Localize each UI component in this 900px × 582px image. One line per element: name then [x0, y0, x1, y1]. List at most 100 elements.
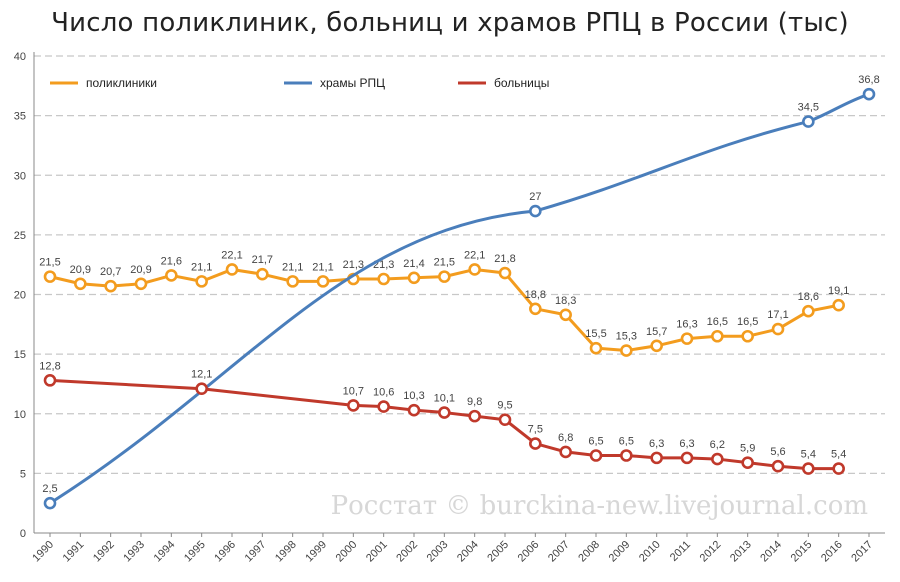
- data-label: 6,5: [619, 435, 634, 447]
- data-point: [620, 344, 633, 357]
- data-label: 21,6: [161, 255, 182, 267]
- data-label: 21,7: [252, 254, 273, 266]
- data-point: [771, 459, 785, 473]
- data-label: 21,1: [312, 261, 333, 273]
- x-tick-label: 2004: [455, 539, 481, 565]
- data-point: [134, 277, 148, 291]
- data-label: 16,3: [676, 319, 697, 331]
- data-point: [620, 449, 633, 462]
- x-tick-label: 2005: [485, 539, 511, 565]
- data-label: 15,3: [616, 331, 637, 343]
- data-label: 18,8: [525, 289, 546, 301]
- data-point: [438, 406, 451, 419]
- data-label: 16,5: [707, 316, 728, 328]
- data-point: [377, 400, 390, 413]
- y-tick-label: 30: [14, 170, 26, 182]
- x-tick-label: 2016: [819, 539, 845, 565]
- data-point: [377, 272, 390, 286]
- data-point: [529, 302, 542, 316]
- data-point: [802, 304, 815, 318]
- data-label: 21,4: [403, 258, 424, 270]
- data-label: 6,2: [710, 439, 725, 451]
- data-label: 7,5: [528, 424, 543, 436]
- data-label: 5,4: [801, 449, 816, 461]
- data-label: 20,9: [70, 264, 91, 276]
- x-tick-label: 2006: [516, 539, 542, 565]
- data-point: [680, 332, 694, 345]
- data-point: [43, 374, 57, 387]
- x-tick-label: 2011: [668, 539, 693, 564]
- data-label: 5,6: [770, 446, 785, 458]
- data-point: [195, 275, 208, 288]
- data-point: [165, 269, 178, 282]
- y-tick-label: 20: [14, 290, 26, 302]
- data-point: [347, 399, 360, 412]
- x-tick-label: 2010: [637, 539, 663, 565]
- data-label: 15,5: [585, 328, 606, 340]
- data-point: [225, 263, 239, 276]
- data-label: 6,3: [649, 438, 664, 450]
- data-label: 22,1: [221, 249, 242, 261]
- data-point: [407, 271, 421, 285]
- legend-label: больницы: [494, 76, 549, 90]
- data-label: 6,5: [588, 435, 603, 447]
- data-point: [104, 279, 117, 293]
- data-point: [741, 456, 754, 469]
- data-label: 2,5: [42, 483, 57, 495]
- data-point: [771, 322, 785, 336]
- data-label: 16,5: [737, 316, 758, 328]
- data-label: 20,9: [130, 264, 151, 276]
- data-label: 17,1: [767, 309, 788, 321]
- data-point: [468, 263, 481, 276]
- x-tick-label: 1997: [243, 539, 269, 565]
- data-point: [650, 451, 663, 465]
- x-tick-label: 2013: [728, 539, 754, 565]
- y-tick-label: 25: [14, 230, 26, 242]
- data-label: 12,8: [39, 360, 60, 372]
- x-tick-label: 1999: [303, 539, 329, 565]
- data-point: [862, 87, 876, 101]
- data-point: [650, 339, 663, 353]
- data-label: 5,4: [831, 449, 846, 461]
- x-tick-label: 1990: [30, 539, 56, 565]
- data-label: 27: [529, 191, 541, 203]
- x-tick-label: 1993: [121, 539, 147, 565]
- data-point: [438, 270, 451, 283]
- data-label: 21,5: [434, 257, 455, 269]
- data-label: 21,5: [39, 257, 60, 269]
- data-point: [589, 449, 603, 462]
- data-point: [559, 445, 572, 459]
- x-tick-label: 2007: [546, 539, 572, 565]
- data-label: 20,7: [100, 266, 121, 278]
- data-label: 10,6: [373, 387, 394, 399]
- data-point: [529, 437, 542, 450]
- x-tick-label: 1994: [152, 539, 178, 565]
- data-label: 5,9: [740, 443, 755, 455]
- data-label: 12,1: [191, 369, 212, 381]
- data-point: [468, 409, 481, 423]
- data-point: [802, 115, 815, 128]
- data-label: 6,8: [558, 432, 573, 444]
- data-point: [711, 452, 724, 466]
- x-tick-label: 2017: [849, 539, 875, 565]
- x-tick-label: 1996: [212, 539, 238, 565]
- legend-label: храмы РПЦ: [320, 76, 385, 90]
- data-label: 36,8: [858, 74, 879, 86]
- y-tick-label: 15: [14, 349, 26, 361]
- y-tick-label: 35: [14, 111, 26, 123]
- data-point: [286, 275, 299, 288]
- data-point: [498, 266, 512, 280]
- x-tick-label: 2012: [698, 539, 724, 565]
- data-point: [589, 341, 603, 355]
- x-tick-label: 2003: [425, 539, 451, 565]
- data-point: [498, 413, 512, 427]
- x-tick-label: 1992: [91, 539, 117, 565]
- data-label: 19,1: [828, 285, 849, 297]
- data-label: 10,1: [434, 393, 455, 405]
- y-tick-label: 0: [20, 528, 26, 540]
- data-point: [711, 329, 724, 343]
- data-label: 21,1: [191, 261, 212, 273]
- data-point: [832, 462, 845, 475]
- x-tick-label: 2001: [364, 539, 390, 565]
- data-label: 18,3: [555, 295, 576, 307]
